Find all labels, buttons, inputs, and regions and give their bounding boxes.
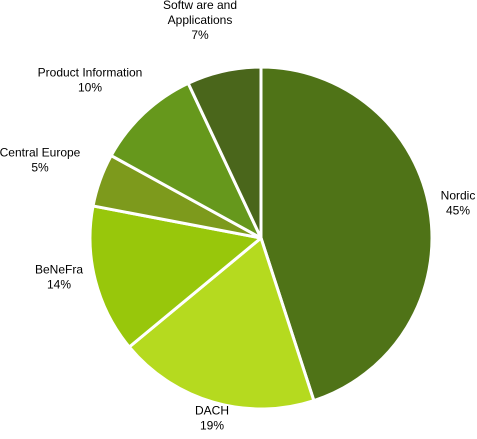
slice-label-benefra: BeNeFra 14% [35,263,83,292]
slice-name-label: Nordic [441,189,476,203]
slice-percent-label: 5% [31,161,49,175]
slice-percent-label: 19% [200,419,224,433]
slice-name-label: Softw are and [163,0,237,12]
slice-name-label: DACH [195,404,229,418]
pie-slice-softw-are-and-applications [186,65,263,240]
slice-percent-label: 14% [47,278,71,292]
slice-label-central-europe: Central Europe 5% [0,146,81,175]
slice-name-label: Central Europe [0,146,81,160]
slice-label-dach: DACH 19% [195,404,229,433]
slice-percent-label: 45% [446,204,470,218]
slice-label-softw-are-and-applications: Softw are and Applications 7% [163,0,237,42]
slice-label-nordic: Nordic 45% [441,189,476,218]
slice-name-label: Product Information [38,66,143,80]
pie-slices [88,65,434,411]
pie-slice-product-information [109,81,263,240]
slice-percent-label: 7% [191,28,209,42]
slice-name-label: Applications [168,13,233,27]
slice-percent-label: 10% [78,81,102,95]
slice-name-label: BeNeFra [35,263,83,277]
pie-slice-nordic [259,65,434,403]
slice-label-product-information: Product Information 10% [38,66,143,95]
pie-slice-benefra [88,204,263,349]
pie-slice-dach [127,236,316,411]
